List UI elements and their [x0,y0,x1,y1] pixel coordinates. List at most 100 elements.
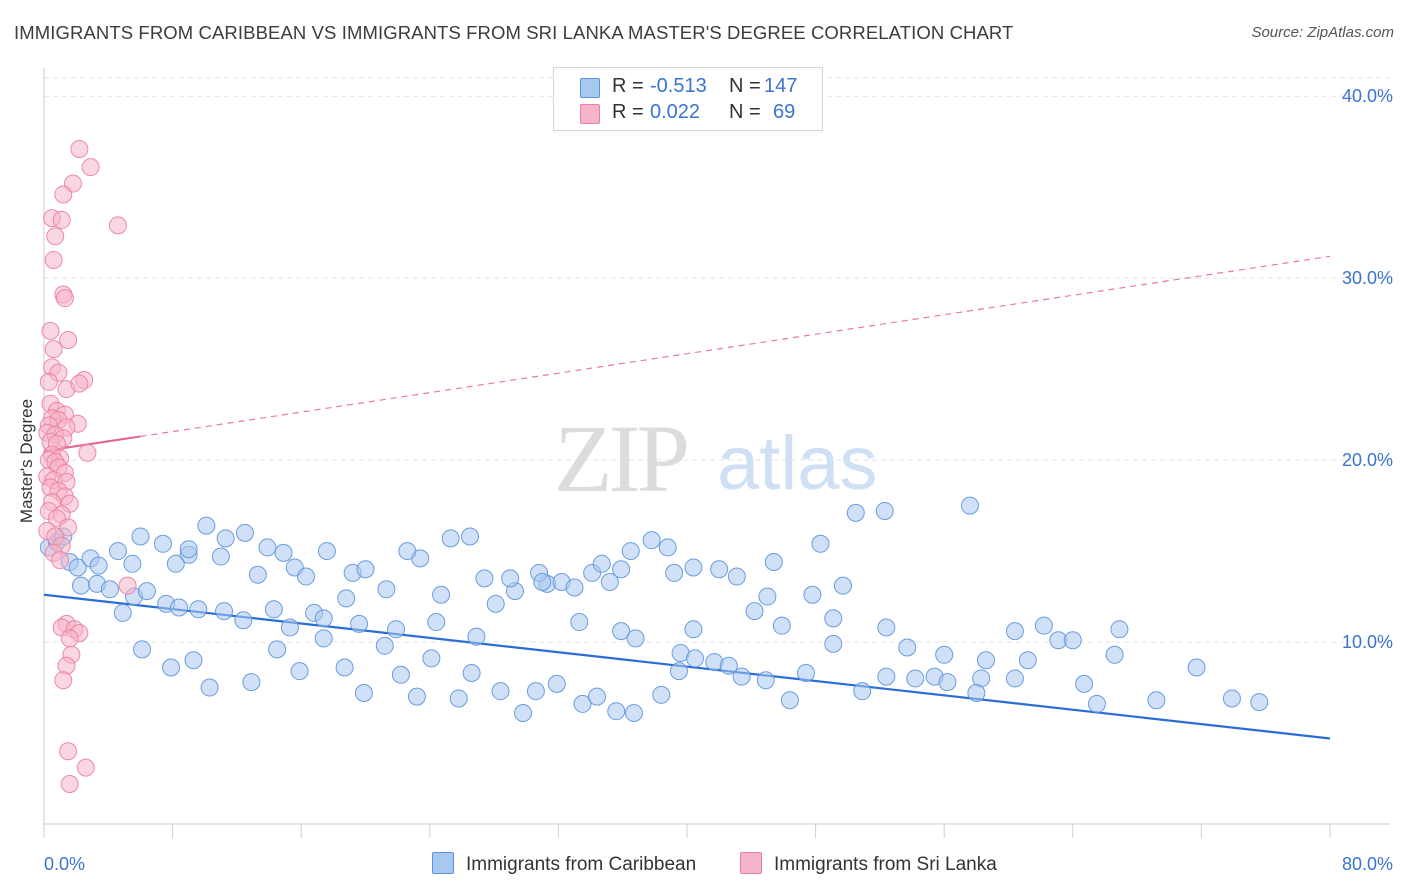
point-caribbean [938,673,957,692]
point-caribbean [824,634,843,653]
point-caribbean [123,554,142,573]
point-caribbean [1222,689,1241,708]
chart-title: IMMIGRANTS FROM CARIBBEAN VS IMMIGRANTS … [14,22,1014,43]
point-caribbean [274,543,293,562]
trend-lines [43,255,1331,740]
point-caribbean [375,636,394,655]
point-caribbean [1034,616,1053,635]
point-srilanka [59,331,78,350]
point-caribbean [407,687,426,706]
point-caribbean [642,531,661,550]
point-caribbean [592,554,611,573]
point-caribbean [573,694,592,713]
point-caribbean [811,534,830,553]
point-caribbean [387,620,406,639]
legend-swatch-pink [580,104,600,124]
legend-r-value: 0.022 [650,101,701,123]
legend-r-label: R = [612,75,644,97]
data-points [38,139,1269,793]
legend-row-caribbean: R = -0.513 N = 147 [554,75,822,101]
bottom-legend-swatch-blue [432,852,454,874]
point-srilanka [44,250,63,269]
point-caribbean [686,649,705,668]
point-caribbean [935,645,954,664]
y-tick-label: 10.0% [1342,632,1393,652]
point-caribbean [113,603,132,622]
point-caribbean [234,611,253,630]
point-caribbean [624,704,643,723]
point-caribbean [727,567,746,586]
point-caribbean [853,682,872,701]
point-caribbean [652,685,671,704]
point-srilanka [41,321,60,340]
point-caribbean [898,638,917,657]
point-caribbean [658,538,677,557]
point-caribbean [264,600,283,619]
point-caribbean [719,656,738,675]
point-caribbean [824,609,843,628]
point-srilanka [52,210,71,229]
watermark-atlas: atlas [717,421,878,506]
point-caribbean [460,527,479,546]
point-caribbean [967,683,986,702]
point-srilanka [59,518,78,537]
point-srilanka [44,340,63,359]
bottom-legend-caribbean: Immigrants from Caribbean [432,852,696,876]
point-caribbean [100,580,119,599]
legend-n-value: 69 [773,101,796,123]
point-caribbean [906,669,925,688]
point-srilanka [108,216,127,235]
legend-row-srilanka: R = 0.022 N = 69 [554,101,822,127]
point-caribbean [280,618,299,637]
point-caribbean [248,565,267,584]
point-caribbean [258,538,277,557]
point-caribbean [432,585,451,604]
point-caribbean [211,547,230,566]
point-caribbean [467,627,486,646]
point-srilanka [54,185,73,204]
point-caribbean [772,616,791,635]
point-caribbean [317,542,336,561]
grid-lines [44,77,1390,643]
point-caribbean [391,665,410,684]
point-caribbean [758,587,777,606]
point-caribbean [398,542,417,561]
point-caribbean [189,600,208,619]
point-caribbean [803,585,822,604]
point-caribbean [665,563,684,582]
point-caribbean [170,598,189,617]
point-caribbean [684,558,703,577]
point-caribbean [1147,691,1166,710]
point-caribbean [215,602,234,621]
point-caribbean [133,640,152,659]
point-caribbean [684,620,703,639]
point-caribbean [153,534,172,553]
legend-n-label: N = [729,75,761,97]
axis-labels: 10.0% 20.0% 30.0% 40.0% 0.0% 80.0% Master's De… [17,86,1393,874]
x-tick-label: 0.0% [44,854,85,874]
point-caribbean [745,602,764,621]
point-srilanka [55,289,74,308]
point-caribbean [875,502,894,521]
trend-line-srilanka-extension [140,255,1331,438]
point-caribbean [486,594,505,613]
point-caribbean [89,556,108,575]
point-caribbean [547,674,566,693]
point-caribbean [533,573,552,592]
point-srilanka [78,443,97,462]
point-caribbean [216,529,235,548]
y-axis-title: Master's Degree [17,399,36,523]
point-caribbean [877,667,896,686]
point-caribbean [68,558,87,577]
y-tick-label: 30.0% [1342,268,1393,288]
bottom-legend-swatch-pink [740,852,762,874]
point-caribbean [1075,674,1094,693]
point-srilanka [118,576,137,595]
legend: R = -0.513 N = 147 R = 0.022 N = 69 [553,67,823,131]
point-caribbean [290,662,309,681]
point-srilanka [39,372,58,391]
legend-swatch-blue [580,78,600,98]
point-caribbean [314,629,333,648]
legend-n-label: N = [729,101,761,123]
point-caribbean [268,640,287,659]
